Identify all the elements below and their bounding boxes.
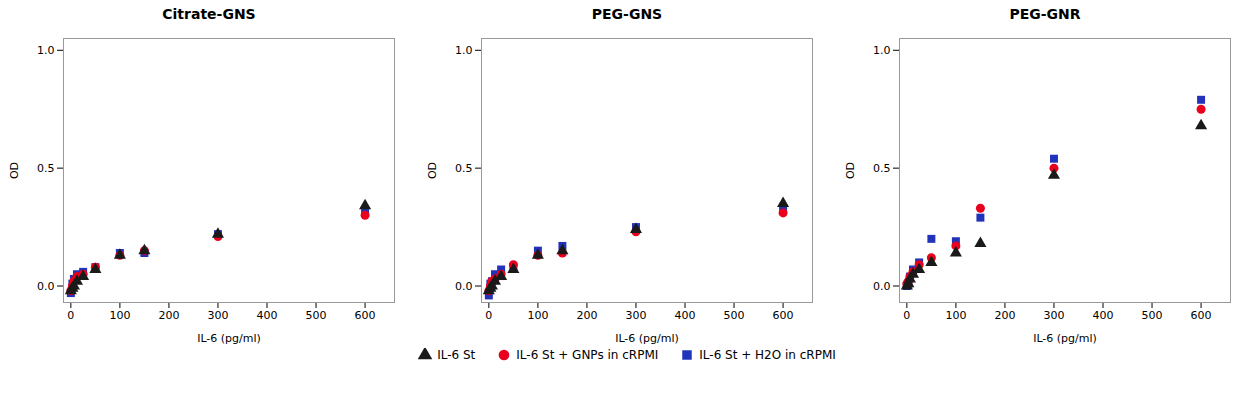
svg-text:1.0: 1.0 (37, 44, 55, 57)
svg-text:IL-6 (pg/ml): IL-6 (pg/ml) (197, 332, 261, 345)
svg-text:400: 400 (256, 309, 277, 322)
svg-text:300: 300 (625, 309, 646, 322)
svg-text:400: 400 (674, 309, 695, 322)
svg-text:0.5: 0.5 (37, 162, 55, 175)
svg-text:300: 300 (1043, 309, 1064, 322)
html-text:PEG-GNR: PEG-GNR (1009, 6, 1081, 22)
svg-text:IL-6 (pg/ml): IL-6 (pg/ml) (1033, 332, 1097, 345)
svg-text:400: 400 (1092, 309, 1113, 322)
svg-text:200: 200 (158, 309, 179, 322)
svg-text:600: 600 (354, 309, 375, 322)
svg-text:200: 200 (994, 309, 1015, 322)
svg-text:0: 0 (67, 309, 74, 322)
html-text:Citrate-GNS: Citrate-GNS (162, 6, 256, 22)
svg-text:100: 100 (945, 309, 966, 322)
svg-text:200: 200 (576, 309, 597, 322)
svg-text:OD: OD (426, 162, 439, 179)
svg-text:0: 0 (485, 309, 492, 322)
svg-text:500: 500 (723, 309, 744, 322)
svg-text:OD: OD (844, 162, 857, 179)
svg-text:1.0: 1.0 (455, 44, 473, 57)
svg-text:500: 500 (305, 309, 326, 322)
svg-text:0.0: 0.0 (37, 280, 55, 293)
svg-text:0.5: 0.5 (455, 162, 473, 175)
html-text:IL-6 St + GNPs in cRPMI: IL-6 St + GNPs in cRPMI (516, 348, 659, 362)
html-text:PEG-GNS: PEG-GNS (591, 6, 663, 22)
svg-text:0.0: 0.0 (873, 280, 891, 293)
html-text:IL-6 St + H2O in cRPMI: IL-6 St + H2O in cRPMI (699, 348, 836, 362)
svg-text:100: 100 (527, 309, 548, 322)
svg-text:600: 600 (1190, 309, 1211, 322)
svg-text:0.5: 0.5 (873, 162, 891, 175)
svg-text:0: 0 (903, 309, 910, 322)
svg-text:500: 500 (1141, 309, 1162, 322)
svg-text:100: 100 (109, 309, 130, 322)
svg-text:0.0: 0.0 (455, 280, 473, 293)
svg-text:1.0: 1.0 (873, 44, 891, 57)
svg-text:OD: OD (8, 162, 21, 179)
svg-text:IL-6 (pg/ml): IL-6 (pg/ml) (615, 332, 679, 345)
svg-text:300: 300 (207, 309, 228, 322)
html-text:IL-6 St: IL-6 St (437, 348, 476, 362)
svg-text:600: 600 (772, 309, 793, 322)
